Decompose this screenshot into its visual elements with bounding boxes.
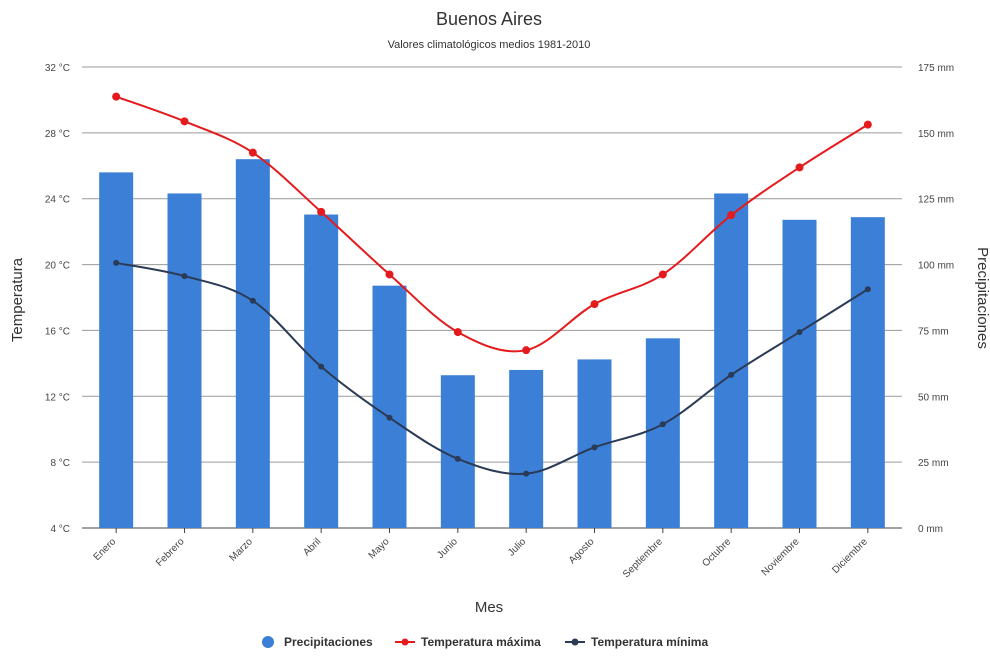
legend-symbol	[262, 636, 274, 648]
legend-item[interactable]: Precipitaciones	[262, 635, 373, 649]
legend-symbol	[571, 638, 579, 646]
x-tick-label: Agosto	[567, 536, 597, 566]
series-point	[180, 117, 189, 126]
y-right-tick-label: 25 mm	[918, 458, 949, 469]
series-point	[796, 329, 803, 336]
chart-subtitle: Valores climatológicos medios 1981-2010	[388, 39, 591, 51]
series-point	[864, 286, 871, 293]
precipitation-bar	[645, 338, 680, 528]
series-point	[591, 444, 598, 451]
series-point	[453, 328, 462, 337]
legend-label: Temperatura máxima	[421, 635, 541, 649]
y-left-tick-label: 4 °C	[50, 524, 70, 535]
gridlines	[82, 66, 902, 529]
legend-label: Temperatura mínima	[591, 635, 708, 649]
y-axis-right-title: Precipitaciones	[974, 247, 990, 349]
series-point	[318, 363, 325, 370]
y-axis-left-title: Temperatura	[9, 257, 26, 342]
legend: Precipitaciones Temperatura máxima Tempera…	[262, 635, 708, 649]
x-tick-label: Diciembre	[830, 536, 870, 576]
left-axis-ticks: 4 °C 8 °C 12 °C 16 °C 20 °C 24 °C 28 °C 32 °C	[45, 63, 70, 535]
y-right-tick-label: 175 mm	[918, 63, 954, 74]
chart-title: Buenos Aires	[436, 9, 542, 29]
y-right-tick-label: 150 mm	[918, 129, 954, 140]
series-point	[795, 163, 804, 172]
precipitation-bar	[509, 369, 544, 528]
y-left-tick-label: 8 °C	[50, 458, 70, 469]
y-right-tick-label: 100 mm	[918, 261, 954, 272]
x-tick-label: Febrero	[154, 536, 187, 569]
series-point	[522, 346, 531, 355]
precipitation-bar	[99, 172, 134, 528]
x-tick-label: Junio	[435, 536, 460, 561]
x-tick-label: Octubre	[700, 536, 733, 569]
series-line	[115, 261, 869, 475]
precipitation-bar	[372, 285, 407, 528]
x-tick-label: Septiembre	[621, 536, 665, 580]
y-right-tick-label: 125 mm	[918, 195, 954, 206]
y-left-tick-label: 12 °C	[45, 392, 70, 403]
series-point	[590, 300, 599, 309]
x-tick-label: Marzo	[228, 536, 256, 564]
legend-label: Precipitaciones	[284, 635, 373, 649]
y-left-tick-label: 16 °C	[45, 326, 70, 337]
precipitation-bar	[782, 219, 817, 528]
precipitation-bars	[99, 159, 885, 528]
precipitation-bar	[304, 214, 339, 528]
x-tick-label: Mayo	[367, 536, 392, 561]
series-point	[863, 120, 872, 129]
precipitation-bar	[440, 375, 475, 528]
precipitation-bar	[714, 193, 749, 528]
legend-item[interactable]: Temperatura mínima	[565, 635, 708, 649]
y-right-tick-label: 0 mm	[918, 524, 943, 535]
x-tick-label: Abril	[301, 536, 323, 558]
y-left-tick-label: 32 °C	[45, 63, 70, 74]
series-point	[248, 148, 257, 157]
series-point	[658, 270, 667, 279]
precipitation-bar	[850, 217, 885, 528]
y-left-tick-label: 24 °C	[45, 195, 70, 206]
temperature-lines	[112, 92, 872, 477]
y-right-tick-label: 50 mm	[918, 392, 949, 403]
series-point	[112, 92, 121, 101]
series-point	[249, 297, 256, 304]
series-point	[181, 273, 188, 280]
y-right-tick-label: 75 mm	[918, 326, 949, 337]
series-line	[115, 95, 869, 353]
series-point	[454, 455, 461, 462]
y-left-tick-label: 20 °C	[45, 261, 70, 272]
x-tick-label: Julio	[506, 536, 529, 559]
series-point	[385, 270, 394, 279]
right-axis-ticks: 0 mm 25 mm 50 mm 75 mm 100 mm 125 mm 150 mm 175…	[918, 63, 954, 535]
series-point	[659, 421, 666, 428]
series-point	[317, 207, 326, 216]
precipitation-bar	[235, 159, 270, 528]
x-tick-label: Noviembre	[760, 536, 802, 578]
legend-item[interactable]: Temperatura máxima	[395, 635, 541, 649]
series-point	[386, 414, 393, 421]
x-tick-label: Enero	[92, 536, 119, 563]
x-axis-title: Mes	[475, 599, 503, 616]
precipitation-bar	[167, 193, 202, 528]
series-point	[727, 211, 736, 220]
series-point	[523, 470, 530, 477]
y-left-tick-label: 28 °C	[45, 129, 70, 140]
legend-symbol	[401, 638, 409, 646]
x-axis-ticks: Enero Febrero Marzo Abril Mayo Junio Julio Agos…	[92, 528, 870, 580]
series-point	[728, 371, 735, 378]
series-point	[113, 259, 120, 266]
